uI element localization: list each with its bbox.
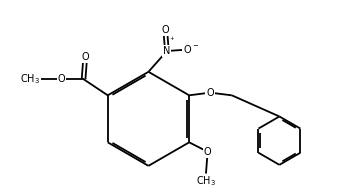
Text: O: O bbox=[58, 74, 65, 84]
Text: CH$_3$: CH$_3$ bbox=[21, 72, 40, 86]
Text: $^+$: $^+$ bbox=[168, 36, 175, 45]
Text: O: O bbox=[204, 147, 211, 157]
Text: O: O bbox=[161, 25, 169, 35]
Text: O$^-$: O$^-$ bbox=[183, 43, 199, 55]
Text: O: O bbox=[81, 52, 89, 62]
Text: CH$_3$: CH$_3$ bbox=[196, 174, 216, 188]
Text: N: N bbox=[163, 46, 171, 56]
Text: O: O bbox=[206, 88, 214, 98]
